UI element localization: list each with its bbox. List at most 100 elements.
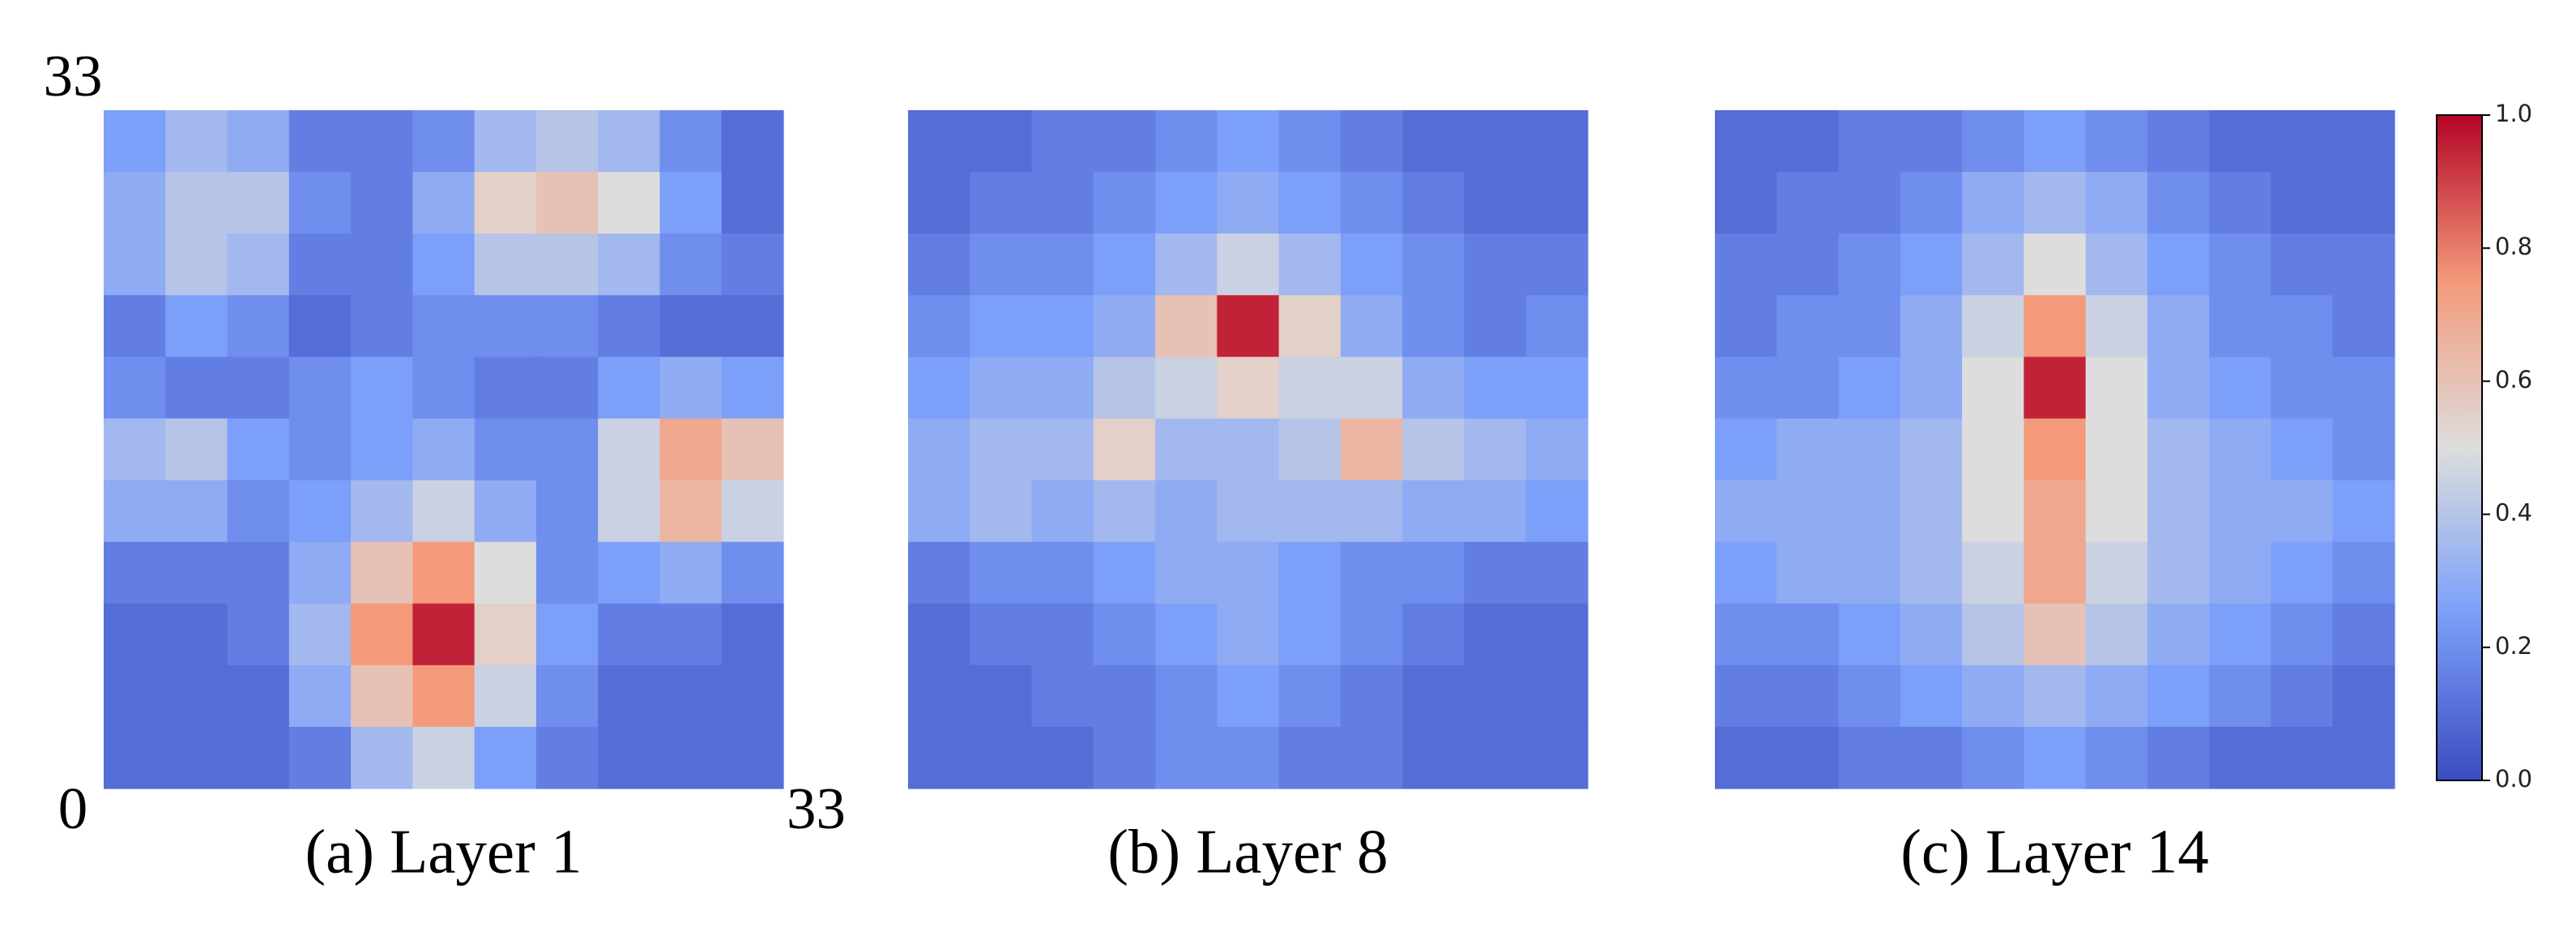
heatmap-cell [908, 603, 970, 666]
heatmap-cell [1838, 418, 1901, 481]
heatmap-cell [474, 603, 537, 666]
heatmap-cell [1402, 357, 1465, 420]
heatmap-cell [2332, 233, 2395, 296]
heatmap-cell [412, 480, 476, 543]
heatmap-cell [1031, 480, 1094, 543]
heatmap-cell [1776, 726, 1840, 789]
heatmap-cell [2147, 603, 2210, 666]
heatmap-cell [288, 357, 352, 420]
heatmap-cell [1900, 233, 1963, 296]
heatmap-cell [2024, 233, 2087, 296]
heatmap-cell [1155, 726, 1218, 789]
heatmap-cell [351, 295, 413, 357]
heatmap-cell [412, 172, 476, 234]
heatmap-cell [2209, 541, 2272, 605]
heatmap-cell [908, 480, 970, 543]
heatmap-cell [412, 357, 476, 420]
heatmap-cell [351, 172, 413, 234]
heatmap-cell [1525, 357, 1589, 420]
heatmap-cell [351, 233, 413, 296]
heatmap-cell [1962, 233, 2024, 296]
heatmap-cell [535, 541, 599, 605]
heatmap-cell [598, 110, 661, 173]
heatmap-cell [1715, 295, 1777, 357]
heatmap-cell [721, 726, 784, 789]
heatmap-cell [535, 726, 599, 789]
heatmap-cell [227, 480, 290, 543]
heatmap-cell [1525, 665, 1589, 728]
heatmap-cell [474, 357, 537, 420]
heatmap-cell [227, 665, 290, 728]
heatmap-cell [1715, 172, 1777, 234]
heatmap-cell [1900, 295, 1963, 357]
heatmap-cell [1464, 357, 1527, 420]
heatmap-cell [2271, 357, 2334, 420]
heatmap-cell [721, 233, 784, 296]
colorbar-tick-label: 1.0 [2495, 100, 2532, 127]
heatmap-cell [1278, 295, 1341, 357]
heatmap-cell [227, 418, 290, 481]
heatmap-cell [2024, 172, 2087, 234]
heatmap-cell [721, 418, 784, 481]
heatmap-cell [1715, 665, 1777, 728]
heatmap-cell [1838, 480, 1901, 543]
heatmap-cell [598, 418, 661, 481]
heatmap-cell [1776, 172, 1840, 234]
heatmap-cell [2024, 295, 2087, 357]
heatmap-cell [1155, 295, 1218, 357]
heatmap-cell [1464, 233, 1527, 296]
heatmap-cell [2332, 480, 2395, 543]
heatmap-cell [2271, 541, 2334, 605]
heatmap-cell [2085, 295, 2148, 357]
heatmap-cell [1217, 357, 1280, 420]
heatmap-cell [1464, 418, 1527, 481]
heatmap-cell [1464, 110, 1527, 173]
heatmap-cell [659, 665, 723, 728]
heatmap-cell [2332, 418, 2395, 481]
heatmap-cell [104, 295, 166, 357]
heatmap-cell [1402, 172, 1465, 234]
heatmap-cell [970, 357, 1033, 420]
heatmap-cell [598, 665, 661, 728]
heatmap-cell [2209, 295, 2272, 357]
heatmap-cell [227, 233, 290, 296]
heatmap-cell [474, 233, 537, 296]
heatmap-cell [535, 665, 599, 728]
heatmap-cell [412, 110, 476, 173]
y-tick-label: 33 [44, 43, 103, 109]
heatmap-cell [1525, 603, 1589, 666]
heatmap-cell [1962, 295, 2024, 357]
heatmap-cell [1900, 110, 1963, 173]
colorbar [2436, 114, 2483, 781]
heatmap-cell [2332, 665, 2395, 728]
heatmap-cell [598, 172, 661, 234]
colorbar-tick-label: 0.8 [2495, 233, 2532, 260]
heatmap-cell [1525, 480, 1589, 543]
heatmap-cell [598, 357, 661, 420]
colorbar-tick-label: 0.0 [2495, 765, 2532, 793]
heatmap-cell [1715, 418, 1777, 481]
heatmap-panel [104, 110, 784, 789]
heatmap-cell [351, 110, 413, 173]
heatmap-cell [659, 172, 723, 234]
heatmap-cell [104, 480, 166, 543]
heatmap-cell [104, 603, 166, 666]
heatmap-cell [659, 480, 723, 543]
heatmap-cell [1031, 357, 1094, 420]
heatmap-cell [1962, 603, 2024, 666]
heatmap-cell [908, 233, 970, 296]
heatmap-cell [2332, 110, 2395, 173]
heatmap-cell [908, 665, 970, 728]
heatmap-cell [1962, 541, 2024, 605]
heatmap-cell [1838, 295, 1901, 357]
heatmap-cell [1031, 541, 1094, 605]
heatmap-cell [1838, 541, 1901, 605]
heatmap-cell [412, 295, 476, 357]
heatmap-cell [104, 418, 166, 481]
heatmap-cell [1031, 726, 1094, 789]
heatmap-cell [165, 480, 228, 543]
heatmap-cell [288, 541, 352, 605]
heatmap-cell [1525, 233, 1589, 296]
x-tick-label: 33 [787, 776, 846, 841]
panel-caption: (c) Layer 14 [1900, 817, 2209, 887]
